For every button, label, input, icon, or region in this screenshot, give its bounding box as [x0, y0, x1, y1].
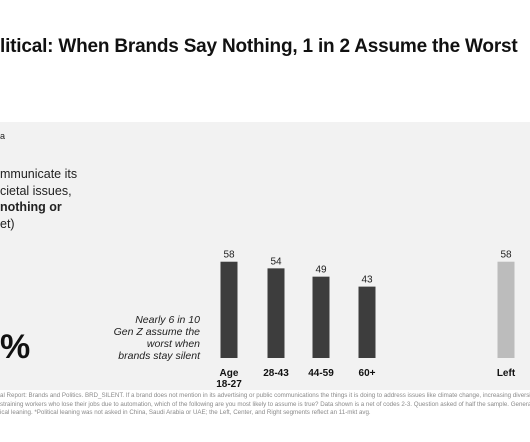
annotation-line-3: worst when — [146, 338, 200, 350]
bar-1 — [267, 268, 285, 358]
statement-line-1: mmunicate its — [0, 167, 78, 181]
category-label-0: Age — [220, 368, 239, 379]
statement-line-2: cietal issues, — [0, 183, 72, 198]
sources-line-3: ical leaning. *Political leaning was not… — [0, 409, 371, 417]
annotation-line-4: brands stay silent — [118, 350, 200, 362]
bar-3 — [358, 286, 376, 358]
data-label-4: 58 — [500, 250, 512, 261]
big-percent: % — [0, 328, 31, 366]
page-title: litical: When Brands Say Nothing, 1 in 2… — [0, 36, 518, 57]
annotation-line-2: Gen Z assume the — [113, 326, 200, 338]
data-label-2: 49 — [315, 265, 327, 276]
bar-0 — [220, 261, 238, 358]
sources-line-1: al Report: Brands and Politics. BRD_SILE… — [0, 392, 530, 399]
data-label-0: 58 — [223, 250, 235, 261]
statement-text: mmunicate its cietal issues, nothing or … — [0, 166, 77, 232]
statement-line-3: nothing or — [0, 200, 62, 214]
annotation: Nearly 6 in 10 Gen Z assume the worst wh… — [100, 314, 200, 362]
category-label-3: 60+ — [359, 368, 376, 379]
data-label-3: 43 — [361, 275, 373, 286]
statement-line-4: et) — [0, 216, 15, 231]
bar-2 — [312, 276, 330, 358]
sources-footnote: al Report: Brands and Politics. BRD_SILE… — [0, 392, 530, 442]
bar-4 — [497, 261, 515, 358]
category-label-2: 44-59 — [308, 368, 334, 379]
footnote-mark: a — [0, 131, 6, 141]
chart-panel — [0, 122, 530, 390]
data-label-1: 54 — [270, 256, 282, 267]
category-label-4: Left — [497, 368, 516, 379]
category-label-1: 28-43 — [263, 368, 289, 379]
sources-line-2: straining workers who lose their jobs du… — [0, 400, 530, 408]
category-label-0-line-2: 18-27 — [216, 379, 242, 390]
annotation-line-1: Nearly 6 in 10 — [135, 314, 200, 326]
